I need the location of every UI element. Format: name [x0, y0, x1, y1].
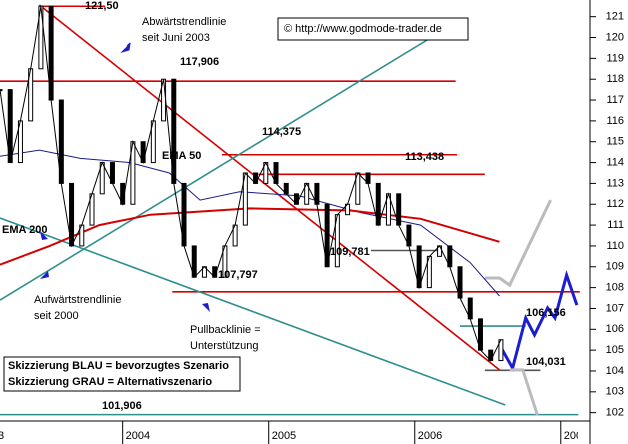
arrow [40, 271, 49, 279]
x-axis: 2003 2004 2005 2006 2007 [0, 421, 588, 444]
annotation: Unterstützung [190, 340, 258, 352]
legend-box [3, 356, 241, 392]
ema-line [0, 149, 500, 297]
x-tick-label: 2005 [272, 430, 296, 442]
y-tick-label: 118 [606, 73, 624, 85]
arrow [120, 42, 131, 54]
level-label: 117,906 [180, 56, 219, 68]
x-tick-label: 2004 [126, 430, 150, 442]
annotation: Abwärtstrendlinie [142, 16, 226, 28]
y-tick-label: 115 [606, 136, 624, 148]
level-label: 109,781 [330, 246, 370, 258]
y-tick-label: 105 [606, 344, 624, 356]
copyright-box [277, 17, 469, 41]
level-label: 106,156 [526, 307, 566, 319]
y-tick-label: 109 [606, 261, 624, 273]
level-label: 107,797 [218, 269, 258, 281]
level-label: 101,906 [102, 400, 142, 412]
arrow [40, 231, 48, 240]
ema-line [0, 207, 500, 266]
level-label: 114,375 [262, 126, 301, 138]
y-tick-label: 114 [606, 156, 624, 168]
trend-line [498, 269, 579, 373]
y-tick-label: 120 [606, 31, 624, 43]
trend-line [484, 199, 552, 288]
series-label: EMA 200 [2, 224, 47, 236]
y-tick-label: 110 [606, 240, 624, 252]
annotation: Skizzierung BLAU = bevorzugtes Szenario [8, 360, 229, 372]
trend-line [38, 4, 500, 371]
candle [0, 89, 3, 92]
y-tick-label: 102 [606, 407, 624, 419]
y-tick-label: 103 [606, 386, 624, 398]
price-line [0, 6, 502, 362]
y-tick-label: 116 [606, 115, 624, 127]
y-tick-label: 117 [606, 94, 624, 106]
trend-line [0, 217, 506, 406]
x-tick-label: 2006 [418, 430, 442, 442]
y-tick-label: 111 [607, 219, 624, 231]
y-tick-label: 107 [606, 302, 624, 314]
annotation: Pullbacklinie = [190, 324, 261, 336]
annotation: seit Juni 2003 [142, 32, 210, 44]
annotation: seit 2000 [34, 310, 79, 322]
annotation: Aufwärtstrendlinie [34, 294, 121, 306]
y-tick-label: 112 [606, 198, 624, 210]
series-label: EMA 50 [162, 150, 201, 162]
x-tick-label: 2003 [0, 430, 4, 442]
y-tick-label: 113 [606, 177, 624, 189]
annotation: © http://www.godmode-trader.de [284, 23, 442, 35]
y-tick-label: 106 [606, 323, 624, 335]
y-tick-label: 104 [606, 365, 624, 377]
arrows [40, 42, 210, 312]
arrow [202, 303, 210, 312]
trend-line [509, 368, 539, 416]
y-tick-label: 108 [606, 282, 624, 294]
x-tick-label: 2007 [564, 430, 588, 442]
y-tick-label: 119 [606, 52, 624, 64]
level-label: 113,438 [405, 151, 444, 163]
plot-area [0, 4, 580, 416]
y-tick-label: 121 [606, 11, 624, 23]
trend-line [0, 19, 461, 301]
level-label: 121,50 [85, 0, 119, 12]
annotation: Skizzierung GRAU = Alternativszenario [8, 376, 212, 388]
level-label: 104,031 [526, 356, 566, 368]
